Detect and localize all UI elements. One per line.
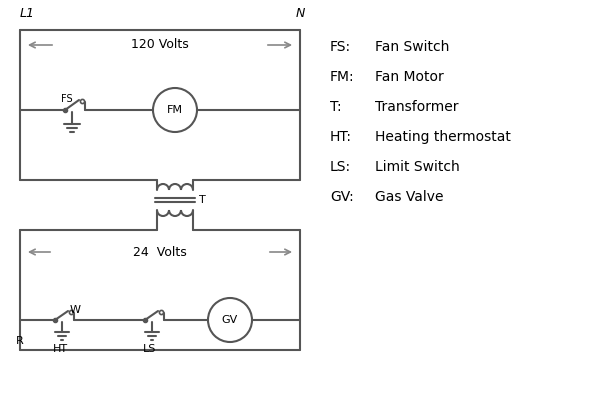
Text: Heating thermostat: Heating thermostat <box>375 130 511 144</box>
Text: 120 Volts: 120 Volts <box>131 38 189 52</box>
Text: 24  Volts: 24 Volts <box>133 246 187 258</box>
Text: LS: LS <box>143 344 157 354</box>
Text: Fan Motor: Fan Motor <box>375 70 444 84</box>
Text: W: W <box>70 305 80 315</box>
Text: Fan Switch: Fan Switch <box>375 40 450 54</box>
Text: FS:: FS: <box>330 40 351 54</box>
Text: Transformer: Transformer <box>375 100 458 114</box>
Text: L1: L1 <box>20 7 35 20</box>
Text: GV:: GV: <box>330 190 354 204</box>
Text: FM: FM <box>167 105 183 115</box>
Text: Gas Valve: Gas Valve <box>375 190 444 204</box>
Text: LS:: LS: <box>330 160 351 174</box>
Text: Limit Switch: Limit Switch <box>375 160 460 174</box>
Text: FS: FS <box>61 94 73 104</box>
Text: N: N <box>296 7 304 20</box>
Text: GV: GV <box>222 315 238 325</box>
Text: HT:: HT: <box>330 130 352 144</box>
Text: HT: HT <box>53 344 68 354</box>
Text: FM:: FM: <box>330 70 355 84</box>
Text: T: T <box>199 195 206 205</box>
Text: T:: T: <box>330 100 342 114</box>
Text: R: R <box>16 336 24 346</box>
